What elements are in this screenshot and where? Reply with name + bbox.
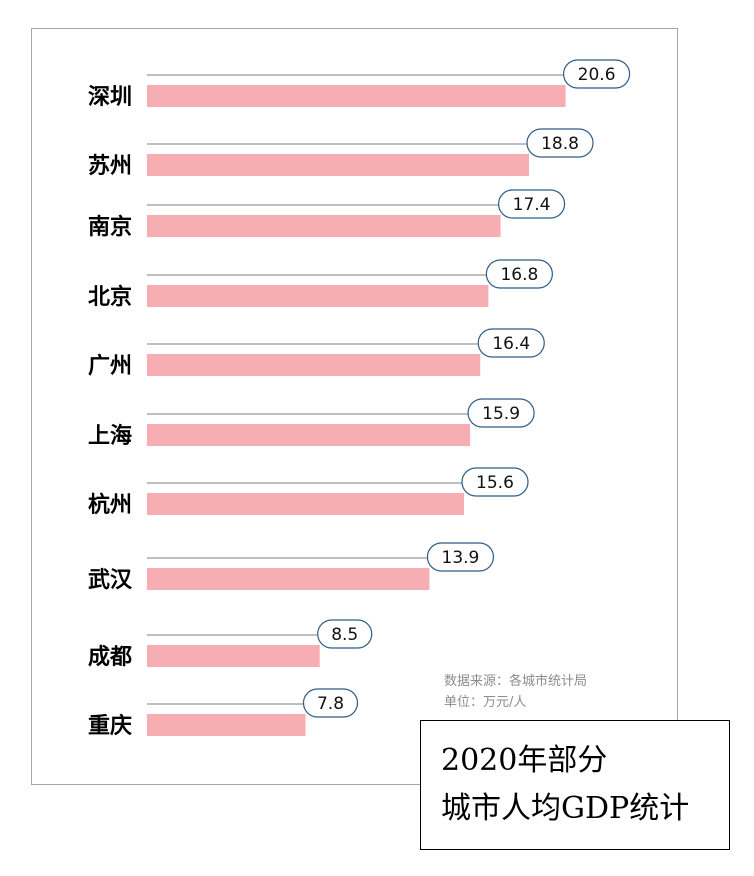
value-label: 20.6 xyxy=(578,65,616,85)
bar xyxy=(147,645,320,667)
category-label: 重庆 xyxy=(88,713,132,739)
category-label: 南京 xyxy=(88,214,132,240)
value-label: 18.8 xyxy=(541,134,579,154)
chart-title-line-2: 城市人均GDP统计 xyxy=(441,791,690,826)
category-label: 苏州 xyxy=(88,153,132,179)
value-label: 15.9 xyxy=(482,404,520,424)
value-label: 15.6 xyxy=(476,473,514,493)
bar xyxy=(147,85,566,107)
value-label: 7.8 xyxy=(317,694,344,714)
value-label: 13.9 xyxy=(442,548,480,568)
category-label: 上海 xyxy=(88,423,132,449)
bar xyxy=(147,714,306,736)
value-callout xyxy=(485,259,553,289)
value-callout xyxy=(317,619,373,649)
bar xyxy=(147,493,464,515)
value-callout xyxy=(526,128,594,158)
category-label: 武汉 xyxy=(88,568,133,593)
value-callout xyxy=(477,328,545,358)
value-label: 8.5 xyxy=(331,625,358,645)
bar xyxy=(147,154,530,176)
category-label: 北京 xyxy=(88,284,132,310)
bar xyxy=(147,285,489,307)
value-callout xyxy=(497,189,566,219)
category-label: 广州 xyxy=(88,353,132,379)
value-label: 16.4 xyxy=(492,334,530,354)
category-label: 深圳 xyxy=(88,85,132,110)
value-callout xyxy=(426,542,495,572)
value-callout xyxy=(461,467,529,497)
bar xyxy=(147,568,430,590)
value-callout xyxy=(467,398,535,428)
category-label: 成都 xyxy=(88,645,132,670)
value-label: 16.8 xyxy=(500,265,538,285)
title-box: 2020年部分 城市人均GDP统计 xyxy=(420,720,730,850)
bar xyxy=(147,354,481,376)
chart-title-line-1: 2020年部分 xyxy=(441,743,608,778)
value-callout xyxy=(302,688,359,718)
bar xyxy=(147,424,471,446)
unit-note: 单位：万元/人 xyxy=(444,695,527,710)
bar xyxy=(147,215,501,237)
source-note: 数据来源：各城市统计局 xyxy=(444,674,588,689)
category-label: 杭州 xyxy=(88,492,132,518)
value-label: 17.4 xyxy=(513,195,551,215)
value-callout xyxy=(562,59,631,89)
